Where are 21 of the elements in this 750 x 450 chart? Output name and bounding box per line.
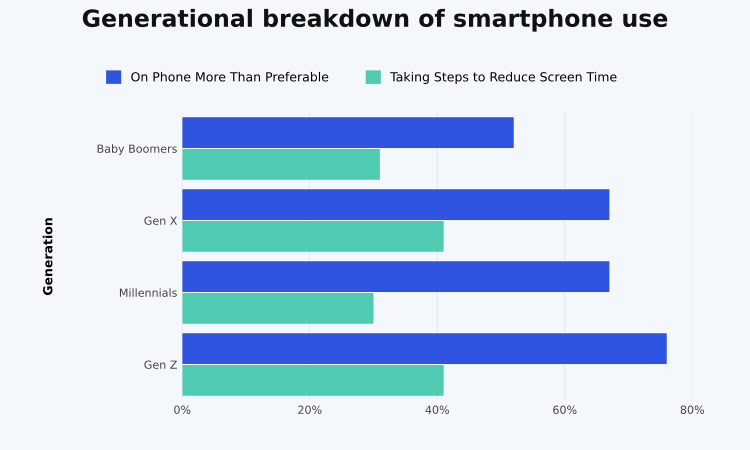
x-tick-label: 0% [174,406,190,414]
legend-label: On Phone More Than Preferable [131,72,328,82]
y-tick-label: Millennials [120,288,177,297]
x-tick-label: 80% [680,406,704,414]
x-tick-label: 60% [553,406,576,414]
bar [182,148,380,180]
bar [182,333,667,364]
legend-label: Taking Steps to Reduce Screen Time [390,72,616,84]
bar [182,261,610,292]
y-tick-label: Baby Boomers [98,144,177,156]
bar [182,220,444,252]
chart-title: Generational breakdown of smartphone use [82,8,668,32]
bar [182,364,444,396]
y-tick-label: Gen Z [144,360,177,369]
y-tick-label: Gen X [144,216,178,225]
bar [182,117,514,148]
bar [182,189,610,220]
bar [182,292,374,324]
x-tick-label: 40% [425,406,449,414]
x-tick-label: 20% [298,406,322,414]
y-axis-title: Generation [42,218,52,296]
